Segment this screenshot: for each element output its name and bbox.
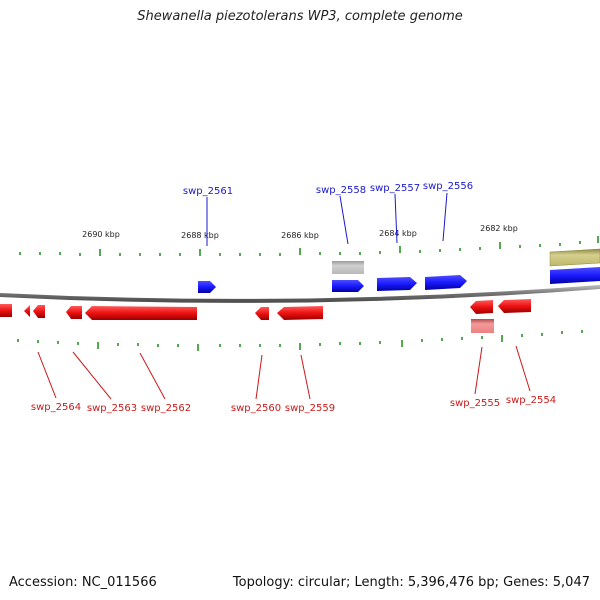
gene-swp-2564a[interactable] xyxy=(24,305,30,317)
kbp-label-2688: 2688 kbp xyxy=(181,231,219,240)
gene-swp-2564[interactable] xyxy=(33,305,45,318)
label-swp-2563[interactable]: swp_2563 xyxy=(87,403,137,414)
gene-swp-2556[interactable] xyxy=(425,275,467,290)
genome-title: Shewanella piezotolerans WP3, complete g… xyxy=(137,9,463,24)
kbp-label-2682: 2682 kbp xyxy=(480,224,518,233)
rna-feature[interactable] xyxy=(549,248,600,267)
gene-swp-2563[interactable] xyxy=(66,306,82,319)
gene-swp-2557[interactable] xyxy=(377,277,417,291)
gene-swp-2562[interactable] xyxy=(85,306,197,320)
kbp-label-2686: 2686 kbp xyxy=(281,231,319,240)
label-swp-2555[interactable]: swp_2555 xyxy=(450,398,500,409)
pseudogene-reverse[interactable] xyxy=(471,319,494,333)
genome-backbone xyxy=(0,285,600,303)
gene-swp-2559[interactable] xyxy=(277,306,323,320)
pseudogene-forward[interactable] xyxy=(332,261,364,274)
label-swp-2554[interactable]: swp_2554 xyxy=(506,395,556,406)
label-swp-2556[interactable]: swp_2556 xyxy=(423,181,473,192)
label-swp-2558[interactable]: swp_2558 xyxy=(316,185,366,196)
label-swp-2564[interactable]: swp_2564 xyxy=(31,402,81,413)
lower-tick-row xyxy=(17,330,583,351)
forward-genes xyxy=(198,267,600,293)
label-swp-2557[interactable]: swp_2557 xyxy=(370,183,420,194)
forward-leader-lines xyxy=(206,192,448,246)
gene-reverse-edge[interactable] xyxy=(0,304,12,317)
label-swp-2562[interactable]: swp_2562 xyxy=(141,403,191,414)
label-swp-2559[interactable]: swp_2559 xyxy=(285,403,335,414)
reverse-leader-lines xyxy=(37,345,531,400)
reverse-genes xyxy=(0,299,531,320)
gene-swp-2561[interactable] xyxy=(198,281,216,293)
kbp-label-2684: 2684 kbp xyxy=(379,229,417,238)
gene-swp-2554[interactable] xyxy=(498,299,531,313)
kbp-label-2690: 2690 kbp xyxy=(82,230,120,239)
gene-swp-2558[interactable] xyxy=(332,280,364,292)
gene-swp-2555[interactable] xyxy=(470,300,493,314)
accession-label: Accession: NC_011566 xyxy=(9,575,157,590)
upper-tick-row xyxy=(19,236,599,256)
label-swp-2561[interactable]: swp_2561 xyxy=(183,186,233,197)
gene-swp-2560[interactable] xyxy=(255,307,269,320)
gene-forward-edge[interactable] xyxy=(550,267,600,284)
label-swp-2560[interactable]: swp_2560 xyxy=(231,403,281,414)
genome-stats-label: Topology: circular; Length: 5,396,476 bp… xyxy=(232,575,590,590)
